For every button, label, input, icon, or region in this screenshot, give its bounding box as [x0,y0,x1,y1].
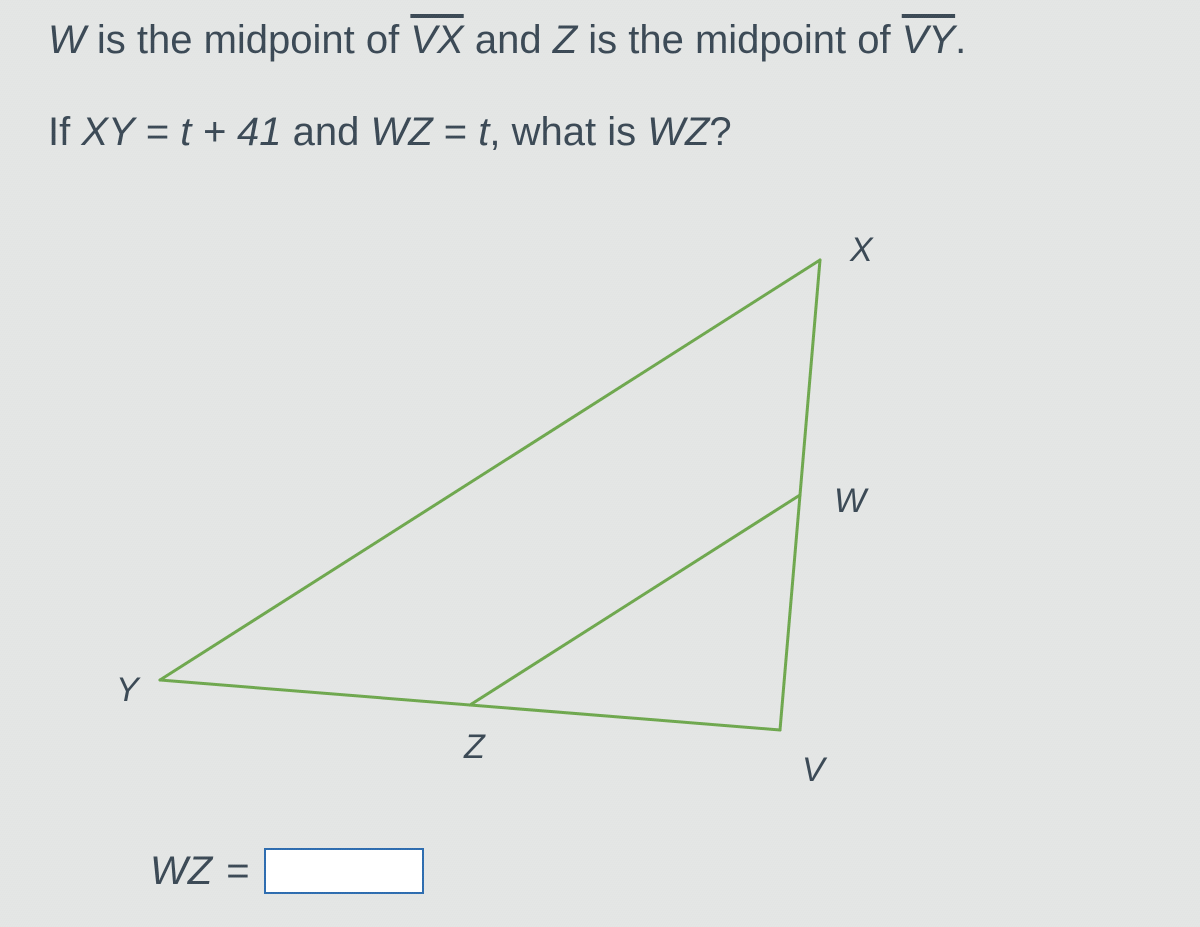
var-W: W [48,18,86,62]
expr-2: t [478,110,489,154]
var-WZ-q: WZ [647,110,709,154]
var-Z: Z [553,18,577,62]
text: , what is [489,110,647,154]
answer-label-WZ: WZ [150,849,212,894]
text: is the midpoint of [86,18,411,62]
text: and [282,110,371,154]
vertex-label-W: W [834,482,866,521]
text: is the midpoint of [577,18,902,62]
segment-VX: VX [410,18,463,62]
problem-screen: W is the midpoint of VX and Z is the mid… [0,0,1200,927]
vertex-label-X: X [850,231,873,270]
text: . [955,18,966,62]
triangle-figure [100,220,960,780]
text: and [464,18,553,62]
text: = [135,110,181,154]
answer-input[interactable] [264,848,424,894]
segment-VY: VY [902,18,955,62]
vertex-label-V: V [802,751,825,790]
text: = [433,110,479,154]
problem-line-2: If XY = t + 41 and WZ = t, what is WZ? [48,110,732,155]
answer-equals: = [226,849,249,894]
text: If [48,110,81,154]
text: ? [709,110,731,154]
vertex-label-Y: Y [116,671,139,710]
answer-row: WZ = [150,848,424,894]
expr-1: t + 41 [180,110,281,154]
var-WZ: WZ [370,110,432,154]
var-XY: XY [81,110,134,154]
problem-line-1: W is the midpoint of VX and Z is the mid… [48,18,966,63]
vertex-label-Z: Z [464,728,485,767]
